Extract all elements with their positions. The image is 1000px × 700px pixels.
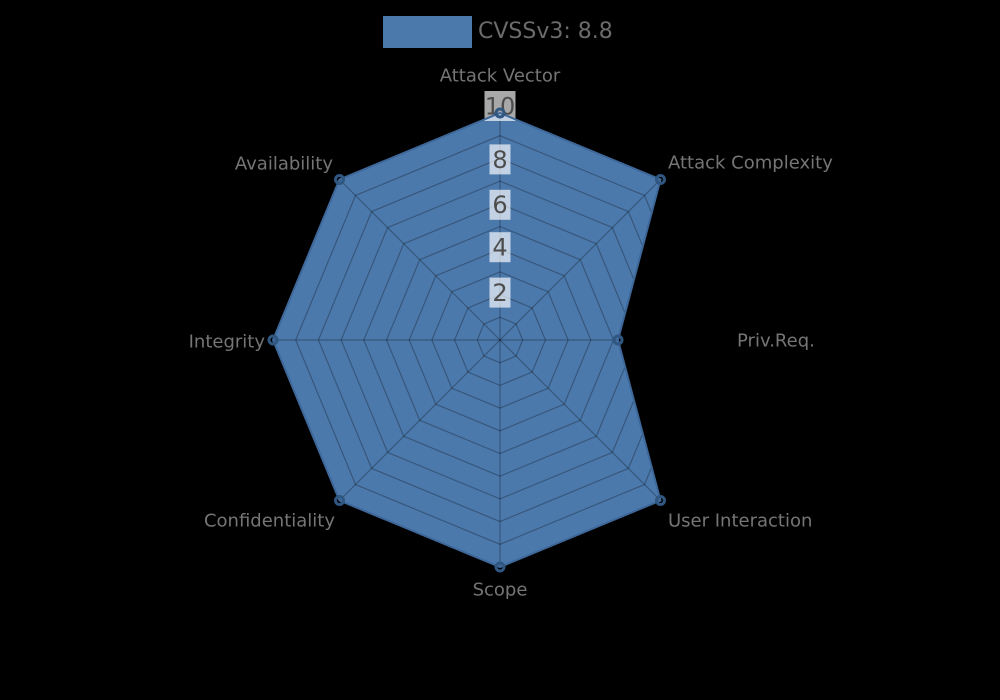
grid-ring — [295, 135, 705, 545]
grid-ring — [476, 316, 524, 364]
vertex-marker-availability — [334, 174, 345, 185]
vertex-marker-integrity — [267, 334, 279, 346]
tick-label-box — [489, 277, 511, 308]
grid-ring — [385, 225, 615, 455]
grid-spoke — [339, 179, 501, 341]
axis-label-attack-complexity: Attack Complexity — [668, 152, 833, 173]
axis-label-user-interaction: User Interaction — [668, 510, 812, 531]
grid-ring — [317, 157, 683, 523]
grid-ring — [431, 271, 569, 409]
axis-label-priv-req: Priv.Req. — [737, 330, 815, 351]
radar-grid — [272, 112, 728, 568]
legend-swatch — [383, 16, 472, 48]
legend-label: CVSSv3: 8.8 — [478, 19, 613, 44]
tick-label-box — [489, 144, 511, 175]
vertex-marker-priv-req — [612, 334, 624, 346]
axis-label-integrity: Integrity — [189, 331, 266, 352]
tick-label-box — [489, 232, 511, 263]
grid-ring — [453, 293, 547, 387]
tick-label: 6 — [492, 191, 507, 219]
legend: CVSSv3: 8.8 — [383, 16, 613, 48]
axis-labels: Attack Vector Attack Complexity Priv.Req. U… — [189, 65, 834, 600]
grid-ring — [408, 248, 592, 432]
radar-vertex-markers — [267, 107, 666, 573]
grid-ring — [363, 203, 637, 477]
vertex-marker-user-interaction — [655, 495, 666, 506]
tick-label: 2 — [492, 279, 507, 307]
axis-label-availability: Availability — [235, 153, 333, 174]
vertex-marker-attack-complexity — [655, 174, 666, 185]
tick-label-box — [489, 189, 511, 220]
vertex-marker-attack-vector — [494, 107, 506, 119]
tick-label: 4 — [492, 234, 507, 262]
grid-ring — [340, 180, 660, 500]
radar-fill-polygon — [273, 113, 661, 567]
vertex-marker-scope — [494, 561, 506, 573]
axis-label-attack-vector: Attack Vector — [440, 65, 561, 86]
axis-label-scope: Scope — [473, 579, 528, 600]
radar-edge-line — [271, 111, 662, 569]
axis-label-confidentiality: Confidentiality — [204, 510, 335, 531]
grid-spoke — [339, 339, 501, 501]
grid-spoke — [499, 339, 661, 501]
grid-spoke — [499, 179, 661, 341]
vertex-marker-confidentiality — [334, 495, 345, 506]
tick-label: 8 — [492, 146, 507, 174]
